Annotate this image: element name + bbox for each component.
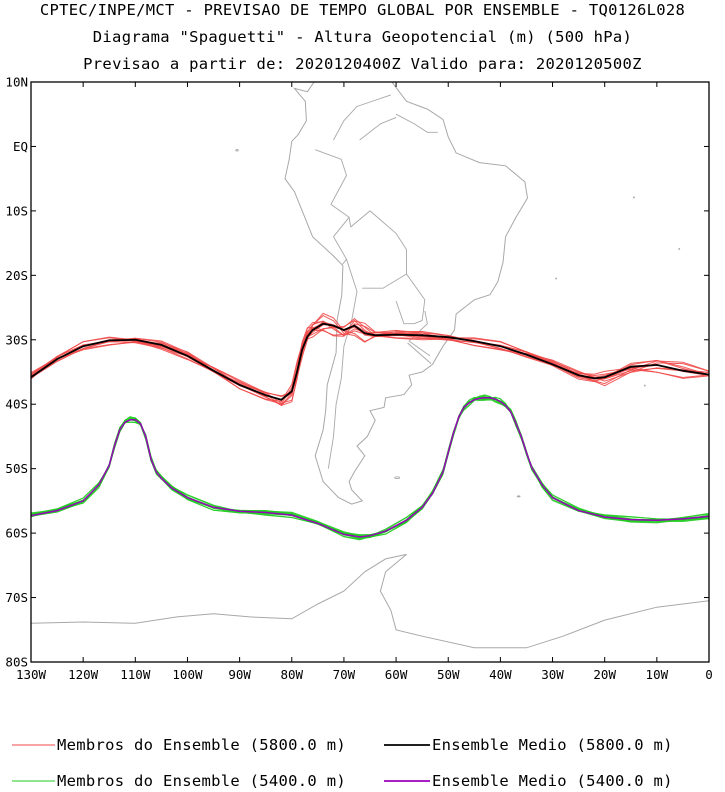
x-tick-label-3: 100W [172, 667, 203, 682]
coastline-south-america [284, 82, 529, 505]
island-6 [555, 277, 558, 280]
border-line-7 [395, 113, 438, 133]
x-tick-label-12: 10W [646, 667, 669, 682]
contour-layer [31, 312, 709, 541]
member-5400-11 [31, 394, 709, 536]
legend-swatches [12, 744, 430, 782]
border-line-0 [315, 149, 352, 228]
border-line-9 [407, 342, 432, 364]
y-tick-label-7: 60S [5, 526, 28, 541]
y-tick-label-3: 20S [5, 268, 28, 283]
x-tick-label-0: 130W [16, 667, 47, 682]
border-line-2 [350, 210, 407, 289]
y-tick-label-8: 70S [5, 590, 28, 605]
x-tick-label-2: 110W [120, 667, 151, 682]
legend-members-5800: Membros do Ensemble (5800.0 m) [57, 736, 346, 754]
member-5800-0 [31, 317, 709, 405]
y-tick-label-0: 10N [5, 75, 28, 90]
border-line-8 [359, 116, 397, 141]
island-5 [235, 149, 239, 152]
y-tick-label-5: 40S [5, 397, 28, 412]
x-tick-label-7: 60W [385, 667, 408, 682]
y-tick-label-1: EQ [13, 139, 28, 154]
member-5800-9 [31, 312, 709, 397]
x-tick-label-5: 80W [280, 667, 303, 682]
island-3 [678, 247, 681, 250]
border-line-6 [333, 94, 392, 141]
coastline-antarctica [31, 553, 709, 649]
mean-line-5400 [31, 397, 709, 538]
border-line-1 [327, 259, 358, 469]
legend-mean-5800: Ensemble Medio (5800.0 m) [432, 736, 673, 754]
mean-line-5800 [31, 322, 709, 401]
y-tick-label-6: 50S [5, 461, 28, 476]
coastline-africa [619, 82, 621, 83]
x-tick-label-10: 30W [541, 667, 564, 682]
island-0 [394, 476, 401, 480]
x-tick-label-11: 20W [593, 667, 616, 682]
y-tick-label-9: 80S [5, 655, 28, 670]
y-tick-label-2: 10S [5, 203, 28, 218]
title-line-1: CPTEC/INPE/MCT - PREVISAO DE TEMPO GLOBA… [39, 1, 686, 19]
title-line-3: Previsao a partir de: 2020120400Z Valido… [83, 55, 642, 73]
x-tick-label-8: 50W [437, 667, 460, 682]
legend-members-5400: Membros do Ensemble (5400.0 m) [57, 772, 346, 790]
y-tick-label-4: 30S [5, 332, 28, 347]
border-line-3 [395, 273, 426, 325]
x-tick-label-13: 0 [705, 667, 713, 682]
island-1 [516, 495, 521, 498]
border-line-5 [332, 217, 350, 265]
title-line-2: Diagrama "Spaguetti" - Altura Geopotenci… [92, 28, 633, 46]
island-2 [643, 384, 646, 387]
axes: 130W 120W 110W 100W 90W 80W 70W 60W 50W 40W 30W 20W… [5, 75, 712, 683]
coastline-layer [31, 82, 709, 649]
island-4 [632, 196, 635, 199]
legend-mean-5400: Ensemble Medio (5400.0 m) [432, 772, 673, 790]
x-tick-label-4: 90W [228, 667, 251, 682]
plot-frame [30, 81, 710, 663]
x-tick-label-6: 70W [333, 667, 356, 682]
x-tick-label-9: 40W [489, 667, 512, 682]
x-tick-label-1: 120W [68, 667, 99, 682]
